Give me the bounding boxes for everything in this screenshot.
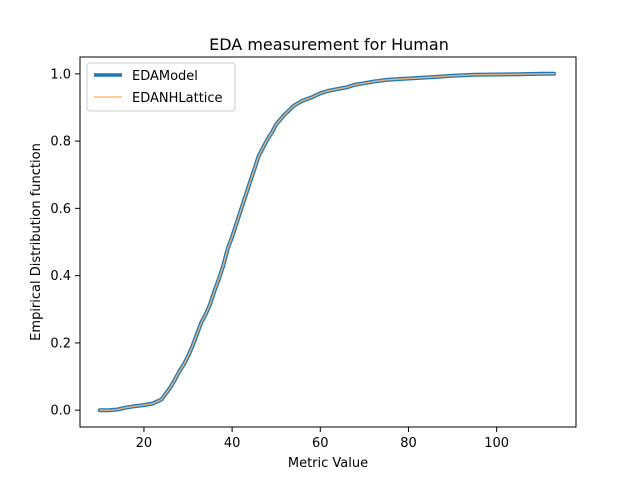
x-axis: 20 40 60 80 100 (136, 427, 509, 451)
series-layer (97, 71, 556, 413)
y-tick-label: 0.0 (50, 404, 71, 419)
series-line-edanhlattice (99, 73, 555, 411)
y-tick-label: 0.2 (50, 336, 71, 351)
x-tick-label: 40 (224, 436, 241, 451)
y-tick-label: 0.6 (50, 202, 71, 217)
x-tick-label: 100 (484, 436, 509, 451)
x-axis-label: Metric Value (288, 456, 368, 471)
y-axis: 0.0 0.2 0.4 0.6 0.8 1.0 (50, 67, 80, 419)
axes-frame (79, 56, 577, 428)
plot-area (79, 56, 577, 428)
legend-label-edanhlattice: EDANHLattice (132, 91, 223, 106)
series-line-edamodel (97, 71, 556, 413)
x-tick-label: 20 (136, 436, 153, 451)
y-tick-label: 0.4 (50, 269, 71, 284)
y-axis-label: Empirical Distribution function (29, 143, 44, 341)
y-tick-label: 0.8 (50, 135, 71, 150)
x-tick-label: 60 (312, 436, 329, 451)
legend-box (86, 62, 236, 112)
legend-label-edamodel: EDAModel (132, 69, 198, 84)
legend: EDAModel EDANHLattice (86, 62, 236, 112)
y-tick-label: 1.0 (50, 67, 71, 82)
chart-title: EDA measurement for Human (209, 35, 449, 54)
x-tick-label: 80 (400, 436, 417, 451)
